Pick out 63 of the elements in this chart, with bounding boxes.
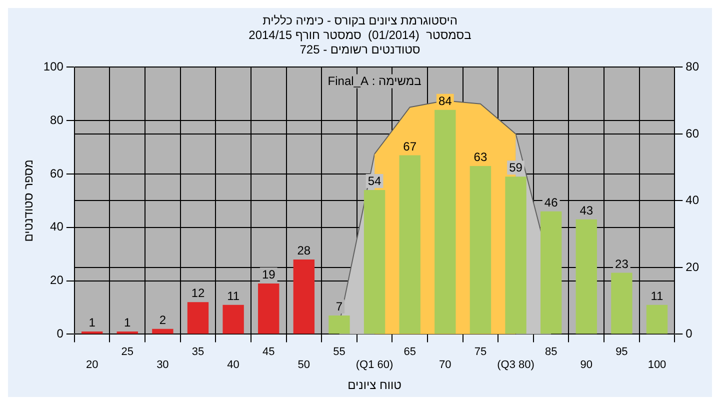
x-tick-label: 50	[298, 359, 310, 372]
data-label: 11	[227, 288, 240, 303]
bar	[222, 304, 244, 334]
y-tick-label: 100	[43, 60, 64, 74]
data-label: 43	[580, 203, 594, 218]
bar	[152, 328, 174, 334]
bar	[540, 211, 562, 334]
y-tick-label: 20	[50, 273, 64, 288]
y2-tick-label: 40	[686, 193, 700, 208]
bar	[293, 259, 315, 334]
x-tick-label: 35	[192, 346, 204, 358]
x-tick-label: (Q1 60)	[356, 359, 394, 372]
x-tick-label: 55	[333, 346, 346, 358]
x-tick-label: (Q3 80)	[497, 359, 534, 372]
chart-title: היסטוגרמת ציונים בקורס - כימיה כללית	[262, 14, 458, 28]
bar	[399, 155, 420, 334]
bar	[611, 272, 632, 334]
data-label: 19	[262, 267, 276, 282]
y-axis-title: מספר סטודנטים	[22, 160, 36, 242]
x-axis-title: טווח ציונים	[348, 378, 402, 392]
x-tick-label: 70	[439, 359, 452, 372]
y-tick-label: 40	[50, 220, 64, 234]
x-tick-label: 30	[156, 359, 169, 372]
y2-tick-label: 0	[686, 326, 693, 341]
data-label: 2	[159, 312, 166, 327]
data-label: 59	[509, 160, 523, 175]
x-tick-label: 75	[474, 346, 487, 358]
y-tick-label: 80	[50, 112, 64, 127]
bar	[258, 283, 280, 334]
y-tick-label: 60	[50, 166, 64, 180]
data-label: 12	[191, 286, 205, 300]
bar	[187, 302, 209, 334]
data-label: 11	[650, 288, 664, 303]
bar	[470, 166, 492, 334]
data-label: 63	[474, 150, 488, 164]
bar	[328, 316, 350, 334]
x-tick-label: 40	[227, 359, 240, 372]
x-tick-label: 45	[262, 346, 275, 358]
x-tick-label: 90	[580, 359, 593, 372]
y-tick-label: 0	[56, 326, 64, 341]
annotation: במשימה : Final_A	[328, 74, 422, 88]
data-label: 84	[438, 94, 452, 108]
data-label: 67	[403, 139, 417, 154]
bar	[576, 219, 597, 334]
x-tick-label: 95	[616, 346, 628, 358]
y2-tick-label: 80	[686, 60, 700, 74]
y2-tick-label: 60	[686, 126, 700, 140]
chart-subtitle: בסמסטר (01/2014) סמסטר חורף 2014/15 סטודנטים רשומים - 725	[248, 28, 472, 56]
data-label: 1	[124, 316, 132, 330]
data-label: 28	[297, 243, 311, 258]
x-tick-label: 65	[404, 346, 416, 358]
data-label: 23	[615, 256, 629, 271]
data-label: 46	[544, 195, 558, 210]
data-label: 7	[336, 300, 343, 314]
x-tick-label: 85	[544, 346, 558, 358]
y2-tick-label: 20	[686, 260, 700, 274]
bar	[434, 110, 456, 334]
data-label: 54	[368, 174, 382, 188]
x-tick-label: 100	[648, 359, 666, 372]
x-tick-label: 25	[121, 346, 134, 358]
data-label: 1	[88, 316, 96, 330]
x-tick-label: 20	[86, 359, 98, 372]
bar	[646, 304, 668, 334]
